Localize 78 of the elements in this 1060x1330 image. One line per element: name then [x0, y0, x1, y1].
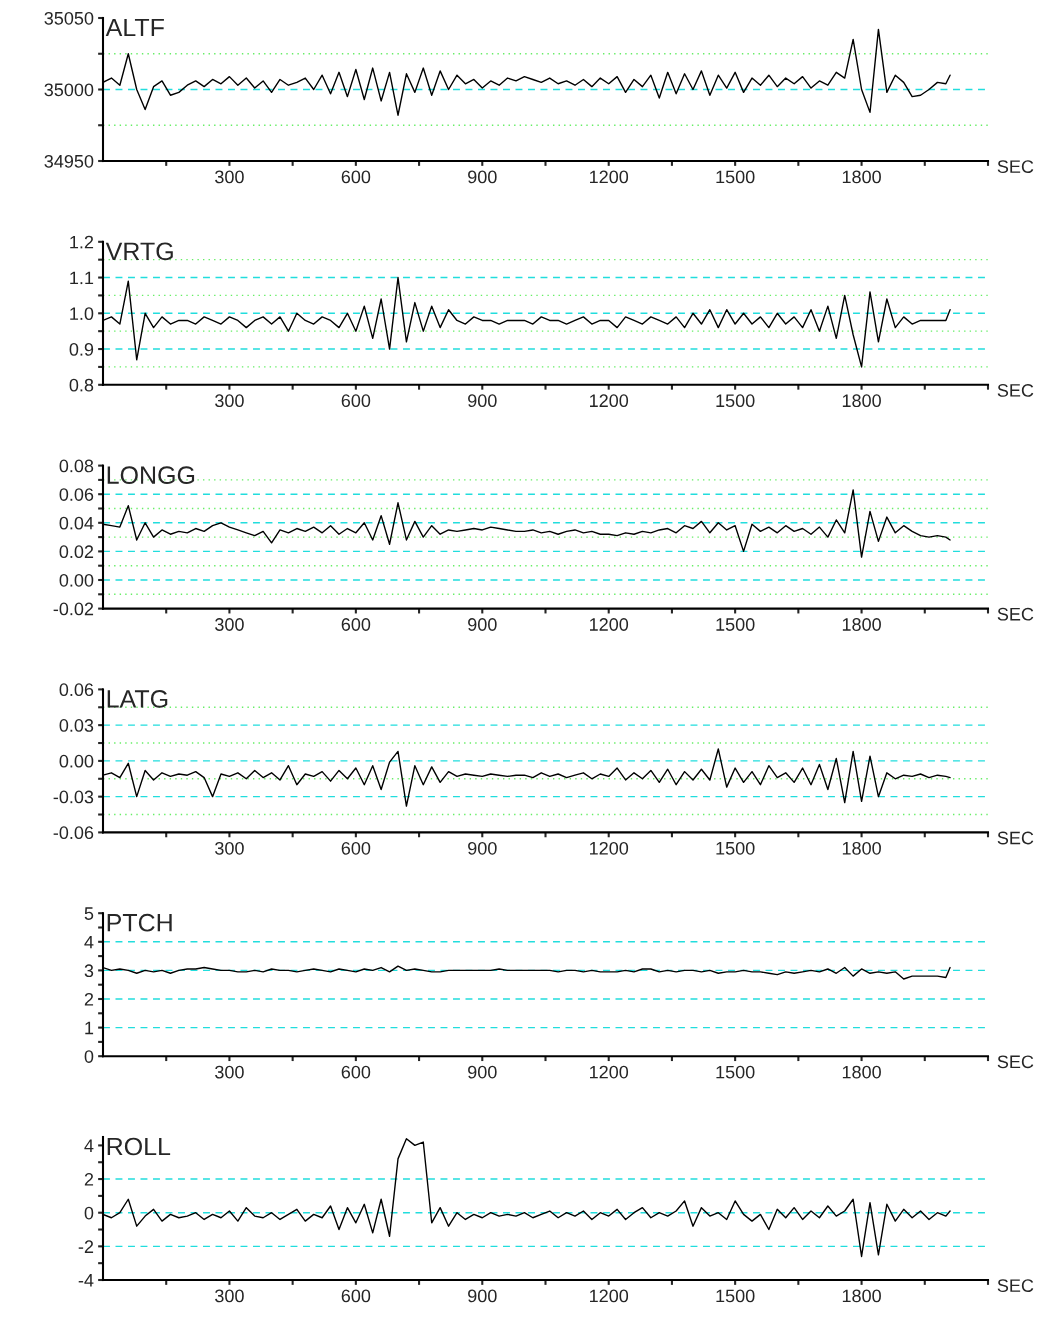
x-tick-label: 600: [341, 1065, 371, 1079]
y-tick-label: 5: [84, 907, 94, 920]
x-tick-label: 1500: [716, 394, 755, 408]
x-tick-label: 1200: [590, 618, 629, 631]
x-tick-label: 900: [468, 1065, 497, 1079]
x-tick-label: 1500: [716, 1065, 755, 1079]
x-tick-label: 900: [468, 841, 497, 855]
y-tick-label: 35050: [44, 11, 94, 25]
y-tick-label: 1.1: [70, 271, 94, 285]
x-axis-title: SEC: [997, 831, 1034, 845]
y-tick-label: 34950: [44, 154, 94, 168]
x-tick-label: 600: [341, 841, 371, 855]
y-tick-label: 3: [84, 964, 94, 978]
x-axis-title: SEC: [997, 1279, 1034, 1292]
y-tick-label: -0.06: [53, 826, 94, 840]
y-tick-label: 1: [85, 1021, 94, 1035]
y-tick-label: 2: [84, 1172, 94, 1186]
y-tick-label: 0.02: [59, 545, 94, 559]
x-tick-label: 300: [215, 170, 244, 184]
y-tick-label: 1.2: [70, 235, 94, 249]
x-axis-title: SEC: [997, 1055, 1034, 1069]
y-tick-label: 2: [84, 992, 94, 1006]
x-tick-label: 1800: [842, 841, 881, 855]
x-tick-label: 600: [341, 1289, 371, 1303]
x-tick-label: 300: [215, 394, 244, 408]
x-tick-label: 1800: [842, 618, 881, 631]
x-tick-label: 1200: [590, 1289, 629, 1303]
y-tick-label: -0.02: [53, 602, 94, 616]
x-tick-label: 1500: [716, 170, 755, 184]
y-tick-label: 0.06: [59, 488, 94, 501]
x-tick-label: 300: [215, 1065, 244, 1079]
x-tick-label: 300: [215, 618, 244, 631]
x-tick-label: 900: [468, 170, 497, 184]
x-tick-label: 1200: [590, 841, 629, 855]
y-tick-label: 0.03: [59, 719, 94, 732]
chart-title: VRTG: [105, 242, 173, 261]
x-tick-label: 600: [341, 394, 371, 408]
chart-title: LONGG: [107, 466, 195, 484]
x-tick-label: 900: [468, 618, 497, 631]
x-tick-label: 900: [468, 1289, 497, 1303]
x-axis-title: SEC: [997, 160, 1034, 173]
y-tick-label: 0.8: [69, 378, 94, 392]
x-tick-label: 1200: [590, 1065, 629, 1079]
x-tick-label: 600: [341, 170, 371, 184]
x-tick-label: 1500: [716, 1289, 755, 1303]
y-tick-label: 35000: [44, 83, 94, 97]
y-tick-label: -4: [78, 1274, 94, 1287]
chart-title: PTCH: [107, 913, 172, 932]
x-tick-label: 300: [215, 841, 244, 855]
chart-title: LATG: [107, 690, 168, 708]
x-tick-label: 1800: [842, 394, 881, 408]
x-tick-label: 1200: [590, 170, 629, 184]
y-tick-label: 0.04: [59, 516, 94, 530]
y-tick-label: -0.03: [53, 790, 94, 804]
x-tick-label: 1800: [842, 170, 881, 184]
x-tick-label: 1200: [590, 394, 629, 408]
x-tick-label: 900: [468, 394, 497, 408]
y-tick-label: 4: [84, 1139, 94, 1152]
y-tick-label: 1.0: [70, 307, 94, 321]
y-tick-label: 0.00: [59, 573, 94, 587]
chart-title: ROLL: [107, 1137, 171, 1156]
x-tick-label: 600: [341, 618, 371, 631]
x-tick-label: 1500: [716, 841, 755, 855]
y-tick-label: 0: [84, 1050, 94, 1063]
x-axis-title: SEC: [997, 607, 1034, 621]
x-tick-label: 1800: [842, 1065, 881, 1079]
y-tick-label: 4: [84, 935, 94, 949]
y-tick-label: 0.08: [59, 459, 94, 473]
x-tick-label: 1800: [842, 1289, 881, 1303]
y-tick-label: 0.9: [69, 342, 94, 356]
x-tick-label: 1500: [716, 618, 755, 631]
x-tick-label: 300: [215, 1289, 244, 1303]
x-axis-title: SEC: [997, 384, 1034, 397]
y-tick-label: 0.00: [59, 754, 94, 768]
y-tick-label: 0: [84, 1206, 94, 1220]
chart-title: ALTF: [105, 18, 164, 37]
y-tick-label: -2: [78, 1240, 94, 1253]
y-tick-label: 0.06: [59, 683, 94, 697]
